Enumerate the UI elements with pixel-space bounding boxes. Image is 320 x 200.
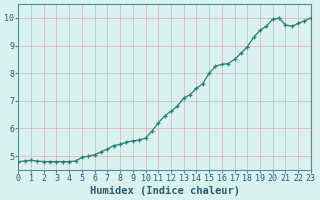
X-axis label: Humidex (Indice chaleur): Humidex (Indice chaleur) [90, 186, 240, 196]
